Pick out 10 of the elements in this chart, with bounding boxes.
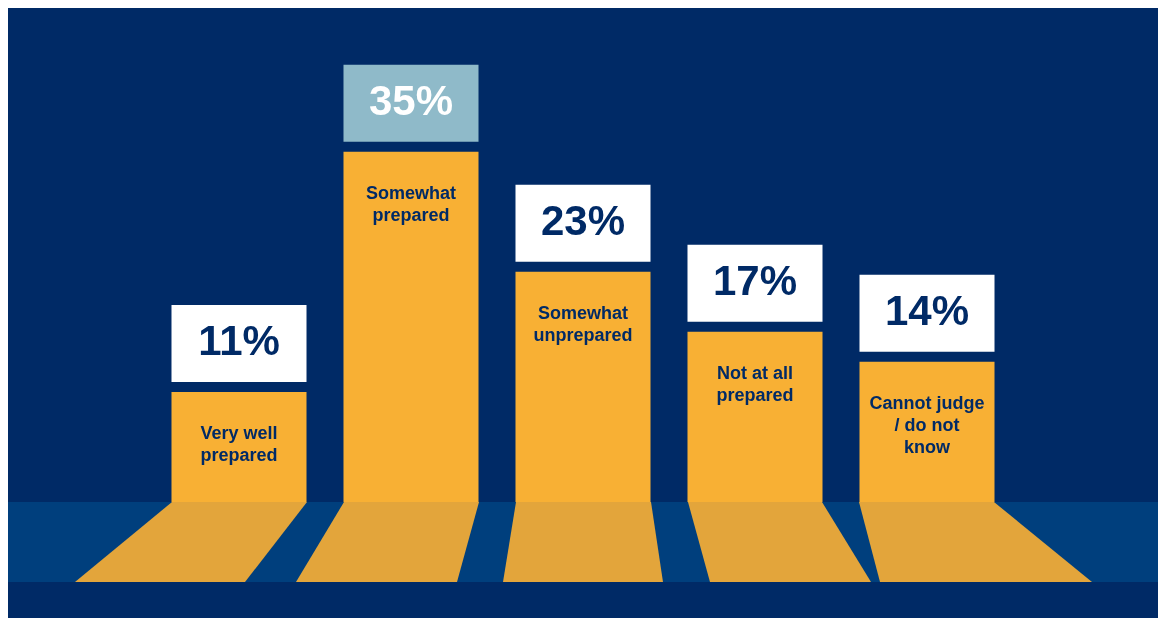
x-tick-label: Somewhat prepared [365, 182, 457, 225]
data-label: 35% [368, 77, 454, 125]
x-tick-label: Not at all prepared [716, 362, 794, 405]
x-tick-label: Very well prepared [200, 422, 278, 465]
x-tick-label: Somewhat unprepared [533, 302, 633, 345]
data-label: 17% [712, 257, 798, 305]
x-tick-label: Cannot judge / do not know [869, 392, 985, 457]
data-label: 11% [198, 317, 280, 365]
data-label: 14% [884, 287, 970, 335]
data-label: 23% [540, 197, 626, 245]
